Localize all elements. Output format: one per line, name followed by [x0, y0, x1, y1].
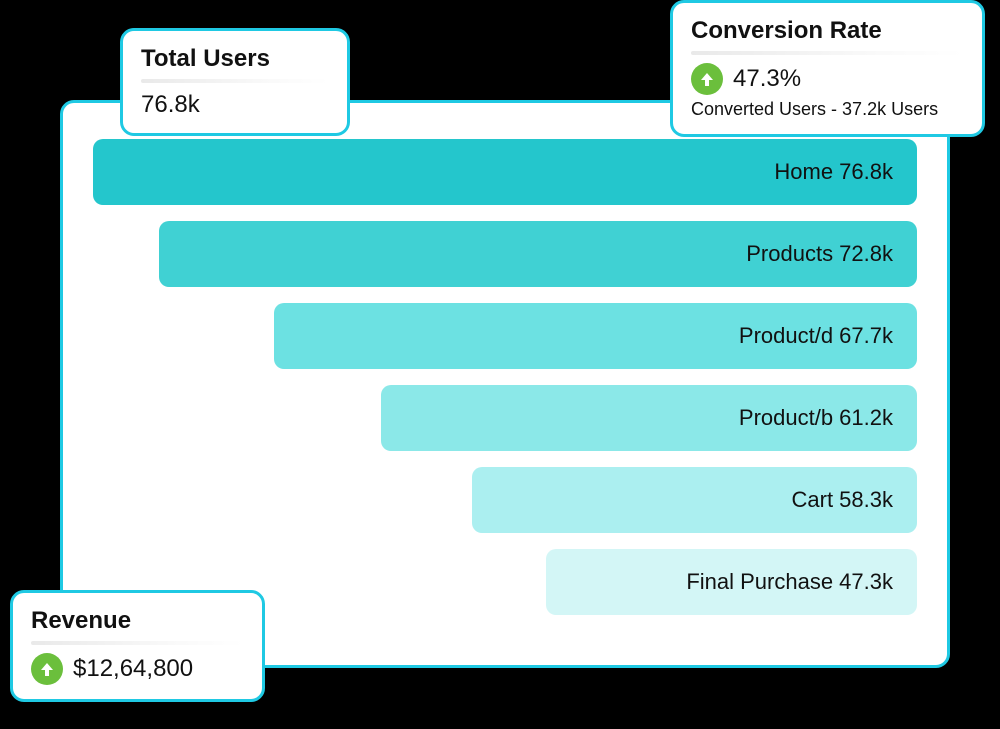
funnel-bar: Cart 58.3k [472, 467, 917, 533]
funnel-panel: Home 76.8k Products 72.8k Product/d 67.7k P… [60, 100, 950, 668]
revenue-value-row: $12,64,800 [31, 653, 244, 685]
arrow-up-icon [31, 653, 63, 685]
funnel-bar: Final Purchase 47.3k [546, 549, 917, 615]
revenue-title: Revenue [31, 607, 244, 635]
funnel-bar: Product/d 67.7k [274, 303, 917, 369]
revenue-card: Revenue $12,64,800 [10, 590, 265, 702]
conversion-title: Conversion Rate [691, 17, 964, 45]
funnel-bar: Products 72.8k [159, 221, 917, 287]
conversion-value-row: 47.3% [691, 63, 964, 95]
divider [31, 641, 244, 645]
conversion-rate-card: Conversion Rate 47.3% Converted Users - … [670, 0, 985, 137]
arrow-up-icon [691, 63, 723, 95]
total-users-title: Total Users [141, 45, 329, 73]
total-users-value: 76.8k [141, 91, 329, 119]
funnel-bar: Product/b 61.2k [381, 385, 917, 451]
revenue-value: $12,64,800 [73, 655, 193, 683]
divider [141, 79, 329, 83]
funnel-bar: Home 76.8k [93, 139, 917, 205]
conversion-sub: Converted Users - 37.2k Users [691, 99, 964, 120]
conversion-value: 47.3% [733, 65, 801, 93]
total-users-card: Total Users 76.8k [120, 28, 350, 136]
divider [691, 51, 964, 55]
